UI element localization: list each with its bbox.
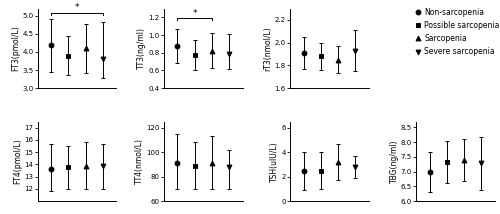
Y-axis label: TT4(nmol/L): TT4(nmol/L) xyxy=(135,138,144,184)
Text: *: * xyxy=(74,3,79,12)
Y-axis label: FT4(pmol/L): FT4(pmol/L) xyxy=(14,138,22,184)
Y-axis label: TT3(ng/ml): TT3(ng/ml) xyxy=(137,27,146,69)
Y-axis label: rT3(nmol/L): rT3(nmol/L) xyxy=(264,26,272,71)
Y-axis label: TBG(ng/ml): TBG(ng/ml) xyxy=(390,140,398,183)
Y-axis label: TSH(uIU/L): TSH(uIU/L) xyxy=(270,141,279,182)
Text: *: * xyxy=(192,9,197,18)
Legend: Non-sarcopenia, Possible sarcopenia, Sarcopenia, Severe sarcopenia: Non-sarcopenia, Possible sarcopenia, Sar… xyxy=(412,4,500,59)
Y-axis label: FT3(pmol/L): FT3(pmol/L) xyxy=(11,25,20,71)
